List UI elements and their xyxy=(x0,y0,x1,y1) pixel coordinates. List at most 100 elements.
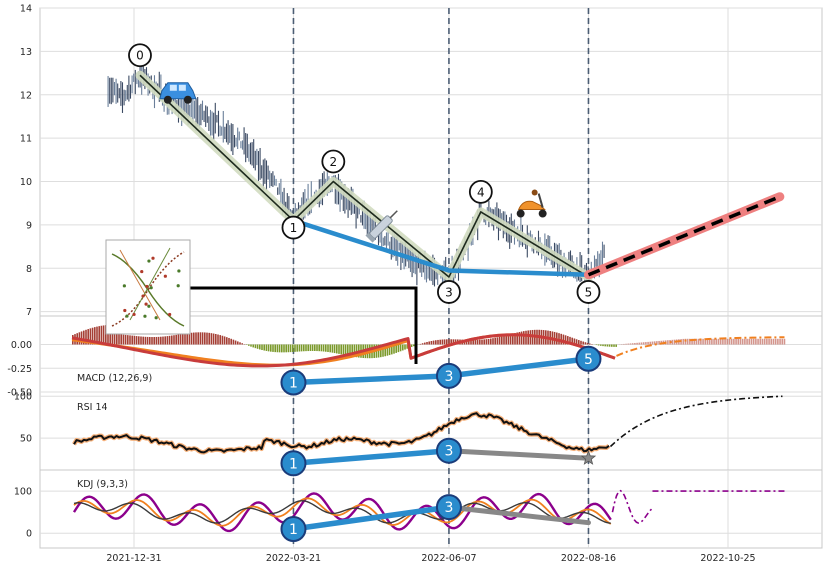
kdj-panel-label: KDJ (9,3,3) xyxy=(77,479,128,490)
macd-histogram-bar xyxy=(498,336,501,345)
macd-histogram-bar xyxy=(424,342,426,345)
macd-histogram-bar xyxy=(212,333,215,345)
macd-histogram-bar xyxy=(294,344,296,352)
macd-histogram-bar xyxy=(432,340,435,345)
macd-histogram-bar xyxy=(708,338,711,345)
wave-point-circle xyxy=(437,280,461,304)
thumbnail-dot xyxy=(143,314,147,318)
macd-histogram-bar xyxy=(221,335,224,345)
macd-histogram-bar xyxy=(223,336,226,345)
macd-histogram-bar xyxy=(611,344,613,347)
thumbnail-dot xyxy=(168,312,172,317)
macd-histogram-bar xyxy=(305,344,307,352)
macd-histogram-bar xyxy=(164,336,166,345)
macd-histogram-bar xyxy=(96,326,98,345)
rsi-y-tick-label: 50 xyxy=(20,434,32,445)
price-y-tick-label: 7 xyxy=(26,307,32,318)
macd-histogram-bar xyxy=(256,344,259,349)
macd-histogram-bar xyxy=(682,338,685,345)
macd-histogram-bar xyxy=(195,332,197,345)
panel-frame-rsi xyxy=(39,391,823,471)
macd-histogram-bar xyxy=(127,335,129,345)
macd-histogram-bar xyxy=(283,344,285,353)
scooter-body xyxy=(517,200,546,211)
macd-histogram-bar xyxy=(479,339,481,345)
macd-histogram-bar xyxy=(384,344,386,357)
macd-histogram-bar xyxy=(719,338,722,345)
macd-histogram-bar xyxy=(344,344,347,356)
macd-histogram-bar xyxy=(560,333,562,345)
macd-histogram-bar xyxy=(395,344,397,353)
macd-histogram-bar xyxy=(564,335,567,345)
macd-histogram-bar xyxy=(766,338,768,345)
kdj-divergence-line xyxy=(290,504,452,532)
forecast-dashed-line xyxy=(587,195,781,277)
macd-histogram-bar xyxy=(645,342,647,345)
macd-histogram-bar xyxy=(518,332,521,345)
macd-histogram-bar xyxy=(772,338,775,345)
macd-histogram-bar xyxy=(439,339,441,345)
macd-histogram-bar xyxy=(168,335,171,345)
thumbnail-dot xyxy=(123,308,127,313)
macd-histogram-bar xyxy=(138,336,140,345)
needle-plunger xyxy=(365,232,376,243)
macd-histogram-bar xyxy=(448,339,450,345)
macd-histogram-bar xyxy=(91,327,94,345)
macd-histogram-bar xyxy=(706,338,709,345)
macd-histogram-bar xyxy=(399,344,402,352)
macd-histogram-bar xyxy=(741,338,744,345)
macd-histogram-bar xyxy=(426,341,428,345)
x-tick-label: 2022-03-21 xyxy=(266,553,321,564)
macd-histogram-bar xyxy=(329,344,331,353)
macd-panel-label: MACD (12,26,9) xyxy=(77,373,152,384)
needle-tip xyxy=(389,210,398,219)
macd-y-tick-label: -0.50 xyxy=(7,388,32,399)
macd-histogram-bar xyxy=(752,338,755,345)
x-tick-label: 2021-12-31 xyxy=(106,553,161,564)
macd-histogram-bar xyxy=(647,341,649,345)
macd-histogram-bar xyxy=(331,344,334,353)
kdj-divergence-circle xyxy=(280,516,307,543)
macd-histogram-bar xyxy=(717,338,720,345)
thumbnail-dot xyxy=(141,294,145,298)
price-trend-line xyxy=(291,218,591,278)
macd-histogram-bar xyxy=(693,338,696,345)
macd-histogram-bar xyxy=(146,336,149,345)
macd-histogram-bar xyxy=(182,333,184,345)
macd-histogram-bar xyxy=(783,338,786,345)
macd-histogram-bar xyxy=(569,336,571,345)
wave-point-label: 4 xyxy=(477,185,485,199)
thumbnail-curve xyxy=(111,251,185,327)
macd-histogram-bar xyxy=(89,328,92,345)
macd-histogram-bar xyxy=(625,343,627,345)
macd-histogram-bar xyxy=(494,337,496,345)
wave-point-label: 2 xyxy=(330,155,338,169)
macd-histogram-bar xyxy=(503,335,505,345)
macd-histogram-bar xyxy=(210,333,213,345)
macd-histogram-bar xyxy=(80,331,83,345)
macd-histogram-bar xyxy=(190,332,193,345)
macd-histogram-bar xyxy=(325,344,327,352)
macd-histogram-bar xyxy=(338,344,340,354)
macd-histogram-bar xyxy=(437,339,439,345)
macd-histogram-bar xyxy=(600,344,602,346)
rsi-divergence-line xyxy=(290,447,452,467)
thumbnail-dot xyxy=(132,312,136,317)
thumbnail-curve xyxy=(119,249,161,321)
macd-histogram-bar xyxy=(179,334,182,345)
macd-histogram-bar xyxy=(623,343,625,345)
macd-histogram-bar xyxy=(292,344,294,352)
macd-histogram-bar xyxy=(252,344,254,348)
wave-point-label: 3 xyxy=(445,285,453,299)
macd-histogram-bar xyxy=(318,344,320,352)
x-tick-label: 2022-06-07 xyxy=(421,553,476,564)
thumbnail-dot xyxy=(147,304,151,308)
macd-histogram-bar xyxy=(578,340,580,345)
macd-histogram-bar xyxy=(735,338,737,345)
scooter-rider xyxy=(531,189,538,196)
macd-histogram-bar xyxy=(487,338,490,345)
macd-histogram-bar xyxy=(441,339,444,345)
macd-histogram-bar xyxy=(111,324,114,345)
macd-histogram-bar xyxy=(724,338,726,345)
